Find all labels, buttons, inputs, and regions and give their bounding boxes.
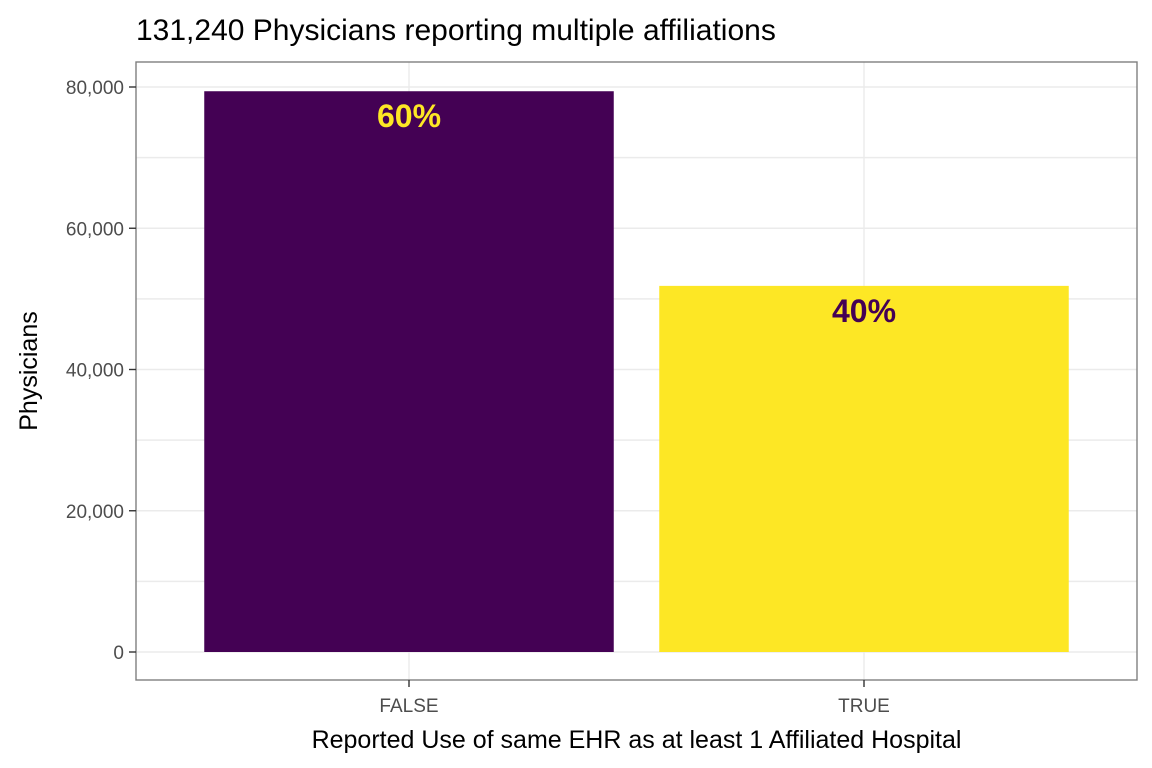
y-tick-label: 80,000 xyxy=(66,78,124,99)
x-axis: FALSE TRUE xyxy=(379,680,890,717)
y-tick-label: 60,000 xyxy=(66,219,124,240)
x-tick-label: TRUE xyxy=(838,696,890,717)
data-label-true: 40% xyxy=(832,293,896,329)
data-labels: 60% 40% xyxy=(377,98,896,329)
x-tick-label: FALSE xyxy=(379,696,438,717)
bar-false xyxy=(204,91,614,653)
y-axis: 0 20,000 40,000 60,000 80,000 xyxy=(66,78,136,664)
bars xyxy=(204,91,1069,653)
y-tick-label: 20,000 xyxy=(66,502,124,523)
bar-true xyxy=(659,285,1069,652)
y-axis-title: Physicians xyxy=(15,311,43,431)
y-tick-label: 40,000 xyxy=(66,361,124,382)
data-label-false: 60% xyxy=(377,98,441,134)
y-tick-label: 0 xyxy=(113,643,124,664)
plot-panel-border xyxy=(135,61,1138,681)
x-axis-title: Reported Use of same EHR as at least 1 A… xyxy=(312,726,962,754)
chart-title: 131,240 Physicians reporting multiple af… xyxy=(136,14,776,47)
